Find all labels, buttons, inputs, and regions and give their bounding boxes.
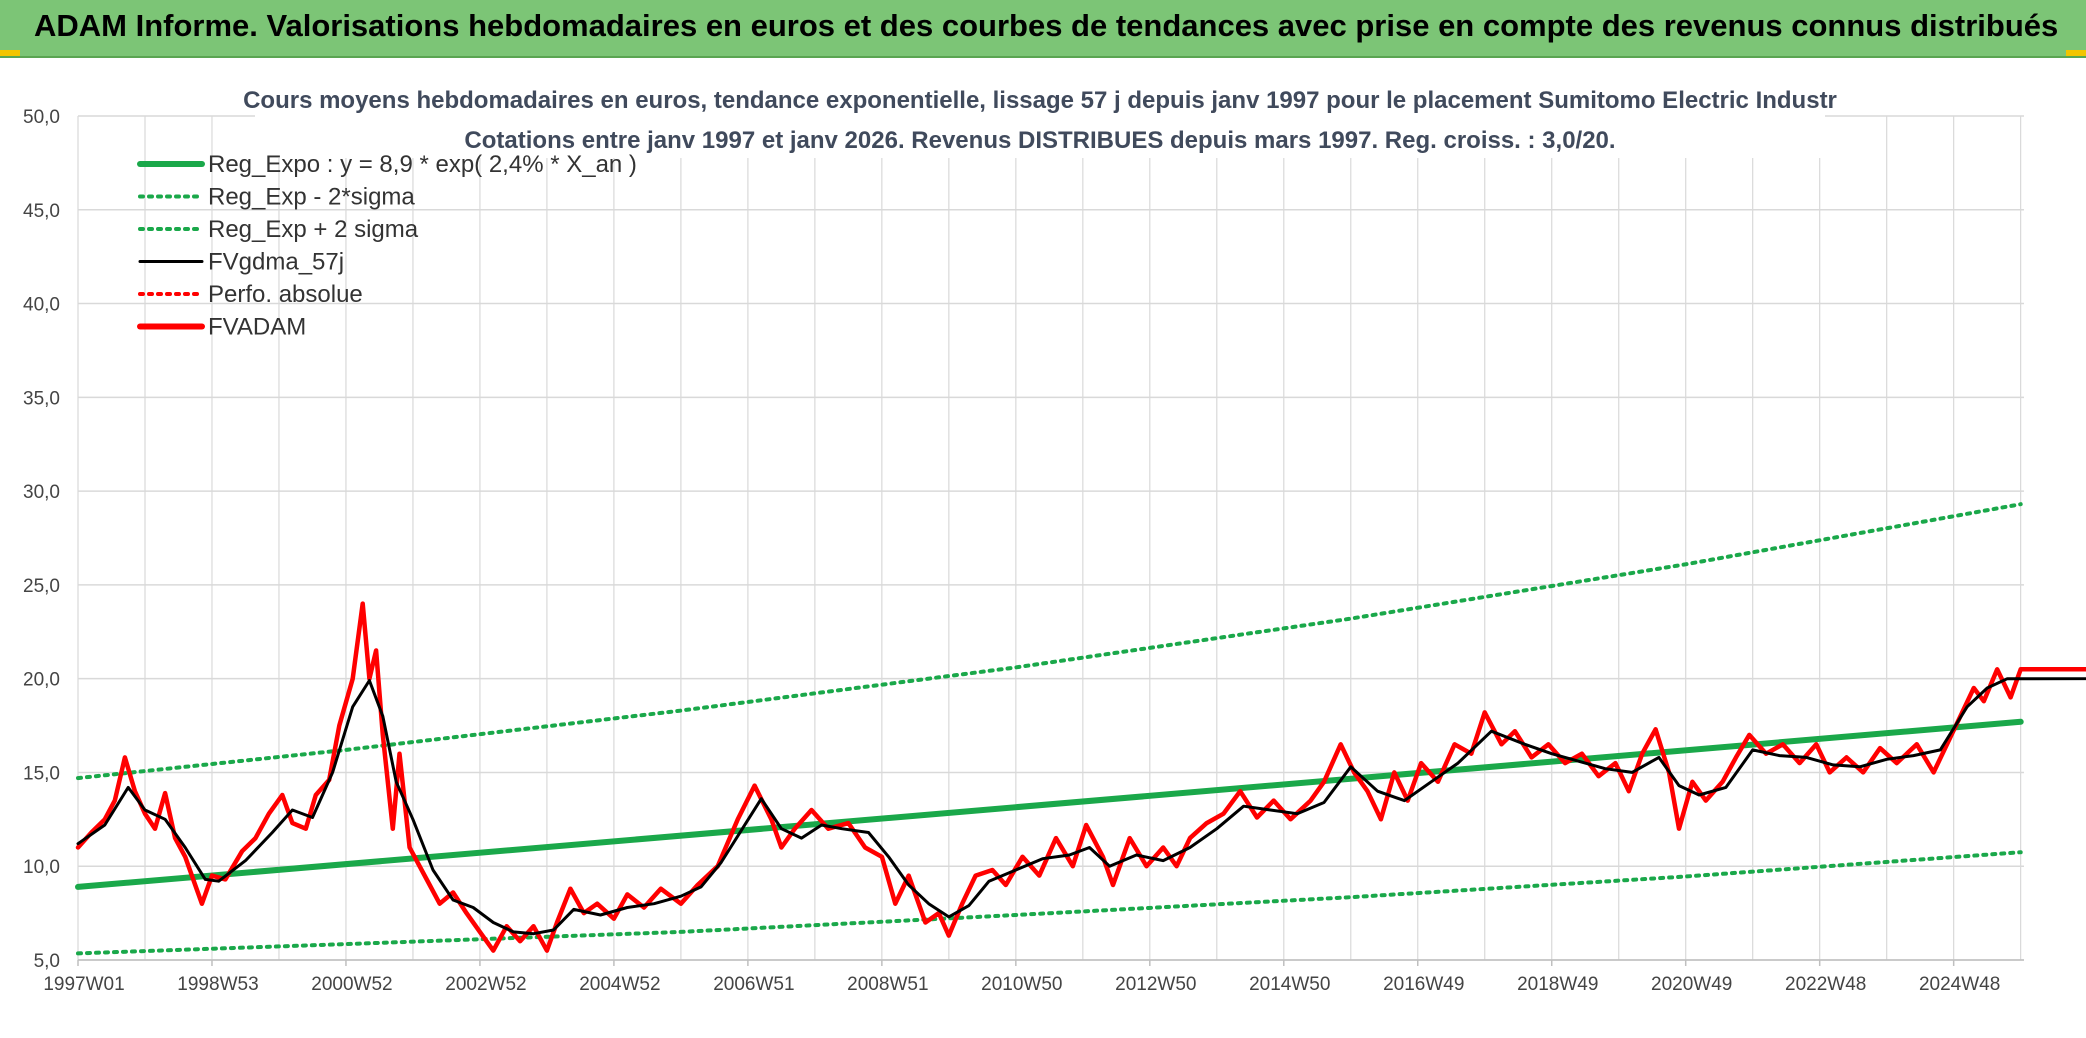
x-tick-label: 2024W48 — [1919, 974, 2000, 995]
chart-series — [75, 502, 2086, 956]
banner-corner-right — [2066, 50, 2086, 56]
x-tick-label: 2014W50 — [1249, 974, 1330, 995]
chart-title-box: Cours moyens hebdomadaires en euros, ten… — [243, 78, 1837, 158]
series-line-3 — [76, 677, 2086, 936]
report-banner: ADAM Informe. Valorisations hebdomadaire… — [0, 0, 2086, 58]
chart-title-line-1: Cours moyens hebdomadaires en euros, ten… — [243, 87, 1837, 114]
y-tick-label: 40,0 — [23, 295, 60, 316]
x-tick-label: 2022W48 — [1785, 974, 1866, 995]
y-tick-label: 25,0 — [23, 576, 60, 597]
y-tick-label: 50,0 — [23, 107, 60, 128]
chart-area: 5,010,015,020,025,030,035,040,045,050,0 … — [0, 58, 2086, 1038]
x-tick-label: 2008W51 — [847, 974, 928, 995]
y-tick-label: 5,0 — [34, 951, 60, 972]
banner-corner-left — [0, 50, 20, 56]
x-tick-label: 1998W53 — [177, 974, 258, 995]
y-tick-label: 45,0 — [23, 201, 60, 222]
x-tick-label: 2016W49 — [1383, 974, 1464, 995]
x-tick-label: 2004W52 — [579, 974, 660, 995]
legend-entry: Perfo. absolue — [208, 281, 363, 308]
legend-entry: Reg_Expo : y = 8,9 * exp( 2,4% * X_an ) — [208, 151, 637, 178]
y-tick-label: 30,0 — [23, 482, 60, 503]
x-tick-label: 2018W49 — [1517, 974, 1598, 995]
chart-title-background — [255, 78, 1825, 158]
legend-entry: Reg_Exp + 2 sigma — [208, 216, 419, 243]
x-tick-label: 2006W51 — [713, 974, 794, 995]
chart-legend: Reg_Expo : y = 8,9 * exp( 2,4% * X_an ) R… — [137, 151, 637, 341]
x-axis: 1997W01 1998W53 2000W52 2002W52 2004W52 2006W… — [43, 959, 2024, 995]
series-line-5 — [75, 601, 2086, 953]
x-tick-label: 2010W50 — [981, 974, 1062, 995]
legend-entry: Reg_Exp - 2*sigma — [208, 184, 415, 211]
y-tick-label: 35,0 — [23, 388, 60, 409]
series-line-1 — [76, 850, 2023, 956]
chart-background — [0, 58, 2086, 1038]
report-banner-title: ADAM Informe. Valorisations hebdomadaire… — [34, 8, 2059, 43]
x-tick-label: 2020W49 — [1651, 974, 1732, 995]
x-tick-label: 1997W01 — [43, 974, 124, 995]
series-line-0 — [75, 718, 2024, 890]
x-tick-label: 2000W52 — [311, 974, 392, 995]
legend-entry: FVADAM — [208, 314, 306, 341]
chart-title-line-2: Cotations entre janv 1997 et janv 2026. … — [464, 127, 1615, 154]
legend-entry: FVgdma_57j — [208, 249, 344, 276]
y-tick-label: 10,0 — [23, 857, 60, 878]
y-tick-label: 15,0 — [23, 763, 60, 784]
y-axis: 5,0 10,0 15,0 20,0 25,0 30,0 35,0 40,0 45,0 50,0 — [23, 107, 60, 972]
series-line-2 — [76, 502, 2023, 781]
x-tick-label: 2012W50 — [1115, 974, 1196, 995]
x-tick-label: 2002W52 — [445, 974, 526, 995]
y-tick-label: 20,0 — [23, 670, 60, 691]
